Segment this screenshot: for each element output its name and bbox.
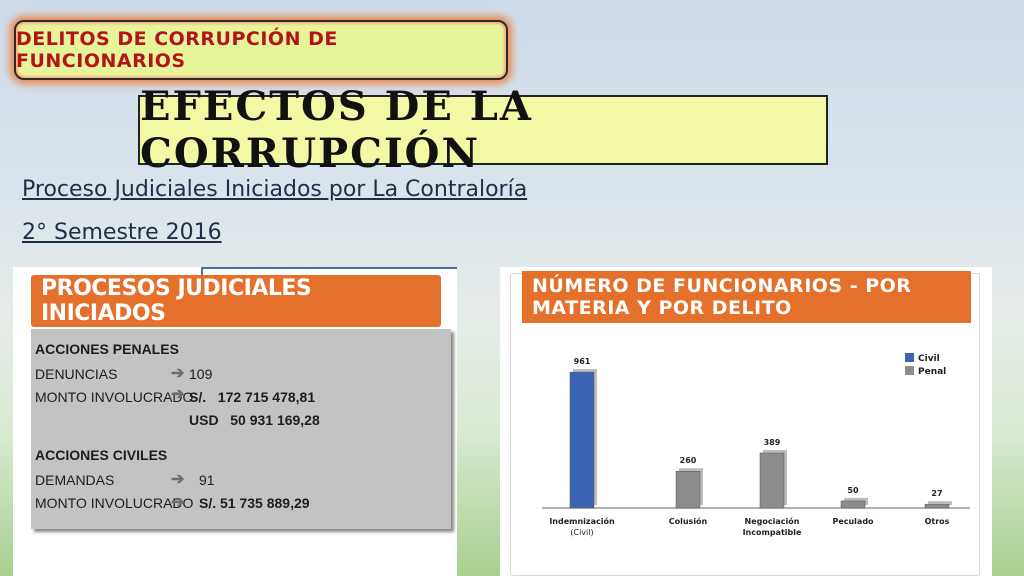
monto-soles-value: S/. 172 715 478,81 [189, 389, 316, 405]
legend-label: Civil [918, 354, 940, 364]
category-label: Otros [925, 517, 950, 526]
category-label: Incompatible [743, 528, 802, 537]
penal-heading: ACCIONES PENALES [35, 341, 179, 357]
panel-divider [201, 267, 457, 269]
legend-label: Penal [918, 367, 946, 377]
category-sublabel: (Civil) [570, 528, 593, 537]
legend-swatch [905, 366, 914, 375]
panel-divider-tick [201, 267, 203, 275]
category-label: Indemnización [549, 516, 615, 526]
data-label: 389 [764, 438, 781, 447]
monto-usd-value: USD 50 931 169,28 [189, 412, 320, 428]
bar-colusión [675, 470, 701, 509]
data-label: 260 [680, 456, 697, 465]
category-label: Colusión [669, 516, 708, 526]
data-label: 27 [931, 489, 942, 498]
bar-indemnización [569, 371, 595, 509]
officials-chart-header: NÚMERO DE FUNCIONARIOS - POR MATERIA Y P… [522, 271, 971, 323]
monto-label: MONTO INVOLUCRADO [35, 389, 194, 405]
monto-civil-label: MONTO INVOLUCRADO [35, 495, 194, 511]
bar-shadow [928, 501, 952, 505]
section-badge-text: Delitos de corrupción de funcionarios [16, 28, 338, 72]
bar-negociación-incompatible [759, 452, 785, 509]
category-label: Peculado [832, 517, 874, 526]
demandas-label: DEMANDAS [35, 472, 115, 488]
denuncias-value: 109 [189, 366, 213, 382]
category-label: Negociación [745, 516, 800, 526]
chart-title-line2: MATERIA Y POR DELITO [532, 297, 792, 319]
civil-heading: ACCIONES CIVILES [35, 447, 168, 463]
data-label: 50 [847, 486, 859, 495]
judicial-processes-panel: PROCESOS JUDICIALES INICIADOS ACCIONES P… [13, 267, 457, 576]
legend-swatch [905, 353, 914, 362]
subtitle-semester: 2° Semestre 2016 [22, 220, 222, 245]
demandas-value: 91 [199, 472, 215, 488]
data-label: 961 [574, 357, 591, 366]
judicial-processes-body: ACCIONES PENALES DENUNCIAS ➔ 109 MONTO I… [31, 329, 451, 529]
bar-otros [924, 503, 950, 509]
section-badge: Delitos de corrupción de funcionarios [14, 20, 508, 80]
subtitle-process: Proceso Judiciales Iniciados por La Cont… [22, 177, 528, 202]
page-title-box: EFECTOS DE LA CORRUPCIÓN [138, 83, 828, 177]
judicial-processes-title: PROCESOS JUDICIALES INICIADOS [41, 276, 312, 326]
judicial-processes-header: PROCESOS JUDICIALES INICIADOS [31, 275, 441, 327]
arrow-right-icon: ➔ [171, 494, 185, 511]
bar-peculado [840, 500, 866, 509]
chart-title-line1: NÚMERO DE FUNCIONARIOS - POR [532, 275, 912, 297]
officials-chart-panel: NÚMERO DE FUNCIONARIOS - POR MATERIA Y P… [500, 267, 992, 576]
arrow-right-icon: ➔ [171, 365, 185, 382]
denuncias-label: DENUNCIAS [35, 366, 118, 382]
arrow-right-icon: ➔ [171, 471, 185, 488]
arrow-right-icon: ➔ [171, 386, 185, 403]
officials-bar-chart: 961 Indemnización (Civil) 260 Colusión 389 Neg… [542, 353, 970, 537]
monto-civil-value: S/. 51 735 889,29 [199, 495, 310, 511]
page-title: EFECTOS DE LA CORRUPCIÓN [140, 83, 533, 177]
